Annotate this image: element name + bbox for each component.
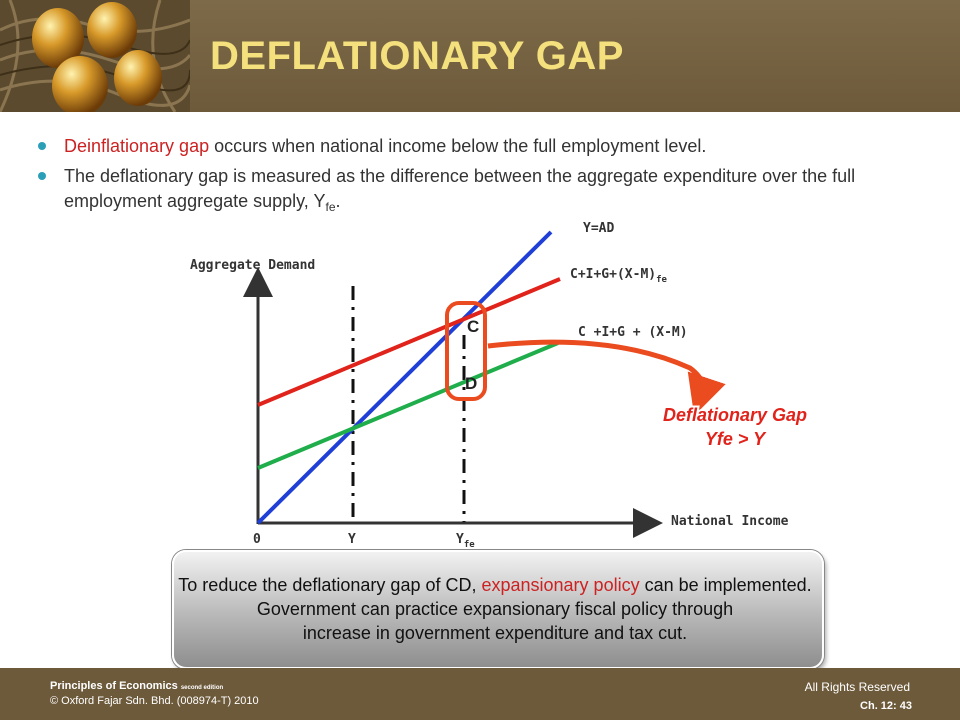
note-line-3: increase in government expenditure and t… [302,623,688,643]
bullet-text: occurs when national income below the fu… [209,136,707,156]
line-45-degree [256,230,553,525]
gap-relation: Yfe > Y [705,429,767,449]
point-d-label: D [465,374,477,393]
yfe-tick-label: Yfe [456,532,475,550]
bullet-text: The deflationary gap is measured as the … [64,166,856,211]
footer-publisher: © Oxford Fajar Sdn. Bhd. (008974-T) 2010 [50,695,259,707]
gap-highlight-outline [445,301,487,401]
line-red-label-main: C+I+G+(X-M) [570,267,656,282]
note-line-1-pre: To reduce the deflationary gap of CD, [178,575,482,595]
header-bar: DEFLATIONARY GAP [0,0,960,112]
footer-edition: second edition [180,685,224,691]
bullet-tail: . [335,191,341,211]
footer-rights: All Rights Reserved [804,680,910,694]
origin-label: 0 [253,532,261,547]
bullet-dot-icon [38,172,46,180]
footer-chapter: Ch. 12: 43 [860,700,912,712]
note-line-1: To reduce the deflationary gap of CD, ex… [120,573,870,597]
note-line-1-highlight: expansionary policy [481,575,640,595]
bullet-item: The deflationary gap is measured as the … [30,164,930,220]
bullet-item: Deinflationary gap occurs when national … [30,134,930,159]
footer-bar [0,668,960,720]
gap-title: Deflationary Gap [663,405,807,425]
line-aggregate-demand-fe [257,277,561,407]
gap-pointer-arrow [487,339,726,416]
bullet-subscript: fe [325,200,336,214]
point-c-label: C [467,317,479,336]
gap-relation-halo: Yfe > Y [705,429,767,449]
bullet-dot-icon [38,142,46,150]
bullet-highlight: Deinflationary gap [64,136,210,156]
yfe-tick-sub: fe [464,540,475,550]
footer-book: Principles of Economics [50,680,178,692]
line-green-label: C +I+G + (X-M) [578,325,688,340]
yfe-tick-main: Y [456,532,464,547]
bullet-list: Deinflationary gap occurs when national … [30,134,930,225]
gap-title-halo: Deflationary Gap [663,405,807,425]
note-line-2: Government can practice expansionary fis… [256,599,734,619]
line-red-label: C+I+G+(X-M)fe [570,267,668,285]
nest-eggs-image [0,0,190,112]
gap-caption: Deflationary Gap Deflationary Gap Yfe > … [661,403,809,451]
slide-title: DEFLATIONARY GAP [210,34,624,78]
x-axis-label: National Income [671,514,789,529]
note-text: To reduce the deflationary gap of CD, ex… [120,573,870,645]
y-axis-label: Aggregate Demand [190,258,315,273]
note-box [172,550,824,669]
note-line-1-post: can be implemented. [639,575,812,595]
line-45-label: Y=AD [583,221,614,236]
line-red-label-sub: fe [656,275,667,285]
line-aggregate-demand [257,341,559,470]
footer-book-title: Principles of Economics second edition [50,680,223,692]
y-tick-label: Y [348,532,356,547]
